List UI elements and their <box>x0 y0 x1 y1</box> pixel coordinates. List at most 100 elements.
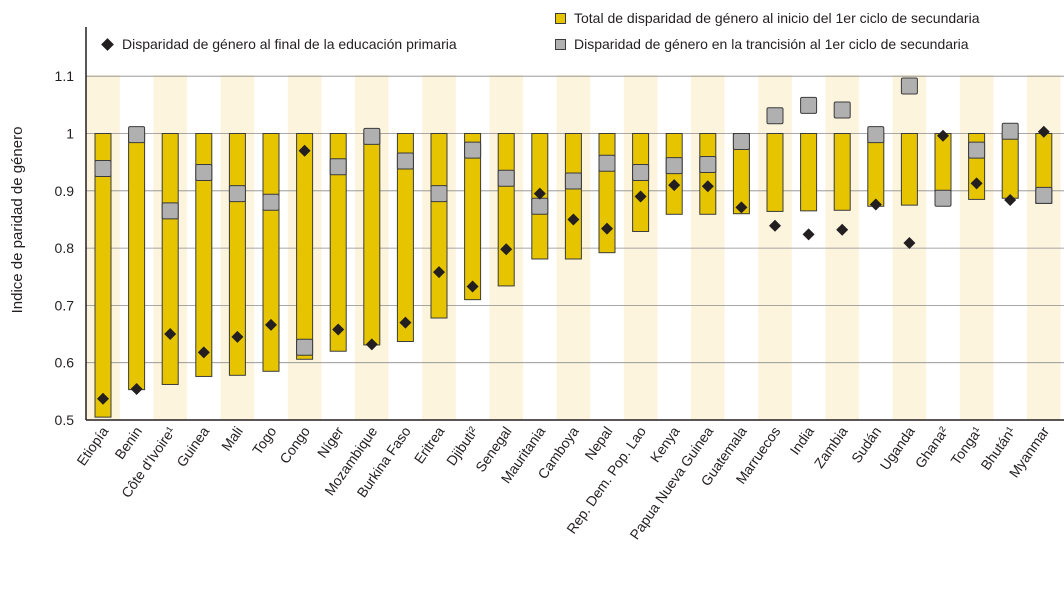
primary-end-diamond <box>668 179 681 192</box>
transition-square <box>531 197 549 215</box>
y-tick-label: 1 <box>66 126 74 142</box>
transition-square <box>94 159 112 177</box>
range-bar <box>867 133 885 207</box>
transition-square <box>128 126 146 144</box>
x-tick-label: Uganda <box>877 423 918 473</box>
x-tick-label: Etiopía <box>73 423 111 468</box>
primary-end-diamond <box>265 318 277 331</box>
transition-square <box>1001 122 1019 140</box>
range-bar <box>800 133 818 212</box>
primary-end-diamond <box>466 280 479 293</box>
background-band <box>825 75 859 420</box>
primary-end-diamond <box>298 144 311 157</box>
primary-end-diamond <box>332 323 345 336</box>
transition-square <box>396 152 414 170</box>
range-bar <box>464 133 482 301</box>
primary-end-diamond <box>869 198 882 211</box>
primary-end-diamond <box>937 129 949 142</box>
range-bar <box>900 133 918 206</box>
x-tick-label: Congo <box>276 423 313 466</box>
legend-swatch-square <box>555 38 566 50</box>
x-tick-label: Mali <box>218 424 246 454</box>
range-bar <box>833 133 851 211</box>
range-bar <box>699 133 717 215</box>
range-bar <box>564 133 582 260</box>
primary-end-diamond <box>130 383 143 396</box>
primary-end-diamond <box>567 213 580 226</box>
range-bar <box>161 133 179 385</box>
range-bar <box>296 133 314 360</box>
range-bar <box>766 133 784 212</box>
transition-square <box>766 107 784 125</box>
transition-square <box>564 172 582 190</box>
transition-markers <box>94 77 1053 356</box>
transition-square <box>296 338 314 356</box>
transition-square <box>161 202 179 220</box>
transition-square <box>329 158 347 176</box>
transition-square <box>833 101 851 119</box>
legend-label-square: Disparidad de género en la trancisión al… <box>574 36 969 52</box>
legend-item-range: Total de disparidad de género al inicio … <box>555 10 979 26</box>
y-tick-label: 1.1 <box>55 68 75 84</box>
range-bar <box>632 133 650 232</box>
range-bar <box>430 133 448 319</box>
primary-end-diamond <box>903 236 916 249</box>
y-axis-label: Indice de paridad de género <box>9 127 26 314</box>
primary-end-diamond <box>433 266 445 279</box>
range-bar <box>262 133 280 372</box>
primary-end-markers <box>97 125 1050 405</box>
x-tick-label: Níger <box>314 423 347 460</box>
x-tick-label: Eritrea <box>411 423 448 466</box>
transition-square <box>665 157 683 175</box>
x-tick-label: Zambia <box>811 423 851 471</box>
transition-square <box>363 127 381 145</box>
legend-item-square: Disparidad de género en la trancisión al… <box>555 36 969 52</box>
x-tick-label: Guinea <box>173 423 212 469</box>
x-tick-label: Benin <box>111 424 145 463</box>
y-tick-label: 0.5 <box>55 412 75 428</box>
transition-square <box>900 77 918 95</box>
legend-label-diamond: Disparidad de género al final de la educ… <box>122 36 457 52</box>
transition-square <box>497 169 515 187</box>
primary-end-diamond <box>1004 193 1017 206</box>
primary-end-diamond <box>97 392 109 405</box>
transition-square <box>430 185 448 203</box>
x-tick-label: Ghana² <box>912 423 952 471</box>
transition-square <box>632 163 650 181</box>
x-tick-label: Togo <box>249 423 280 457</box>
primary-end-diamond <box>500 243 513 256</box>
transition-square <box>800 96 818 114</box>
primary-end-diamond <box>164 328 177 341</box>
primary-end-diamond <box>533 187 546 200</box>
range-bar <box>329 133 347 352</box>
y-tick-labels: 0.5 0.6 0.7 0.8 0.9 1 1.1 <box>55 68 75 428</box>
primary-end-diamond <box>399 316 412 329</box>
background-band <box>758 75 792 420</box>
transition-square <box>968 141 986 159</box>
transition-square <box>262 193 280 211</box>
legend-swatch-diamond <box>101 37 114 51</box>
primary-end-diamond <box>365 338 378 351</box>
primary-end-diamond <box>634 190 647 203</box>
y-tick-label: 0.7 <box>55 297 75 313</box>
range-bar <box>497 133 515 287</box>
transition-square <box>228 185 246 203</box>
primary-end-diamond <box>970 177 983 190</box>
range-bar <box>128 133 146 391</box>
transition-square <box>867 126 885 144</box>
transition-square <box>934 189 952 207</box>
transition-square <box>699 155 717 173</box>
background-band <box>623 75 658 420</box>
transition-square <box>598 154 616 172</box>
primary-end-diamond <box>735 201 748 214</box>
range-bar <box>1001 133 1019 199</box>
primary-end-diamond <box>769 219 781 232</box>
transition-square <box>195 163 213 181</box>
primary-end-diamond <box>802 228 815 241</box>
primary-end-diamond <box>701 180 714 193</box>
primary-end-diamond <box>836 223 849 236</box>
background-band <box>959 75 994 420</box>
x-tick-label: Nepal <box>581 424 615 463</box>
x-tick-label: India <box>787 423 818 457</box>
